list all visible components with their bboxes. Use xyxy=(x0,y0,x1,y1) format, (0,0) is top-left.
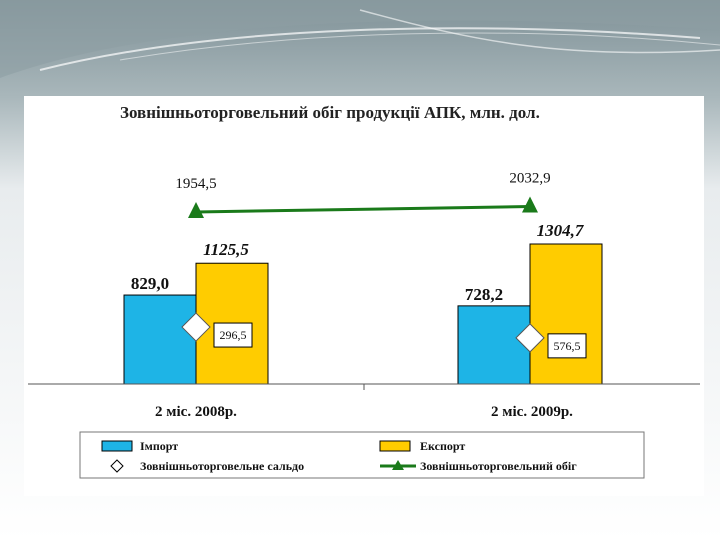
label-import-1: 728,2 xyxy=(465,285,503,304)
legend-swatch-export xyxy=(379,440,411,452)
legend-swatch-import xyxy=(101,440,133,452)
label-export-1: 1304,7 xyxy=(537,221,585,240)
balance-label-box-1 xyxy=(547,333,587,359)
category-label-0: 2 міс. 2008р. xyxy=(155,404,237,420)
label-import-0: 829,0 xyxy=(131,274,169,293)
legend-triangle-icon xyxy=(392,460,404,470)
turnover-marker-0 xyxy=(188,202,204,218)
legend: Імпорт Експорт Зовнішньоторговельне саль… xyxy=(79,431,645,479)
legend-label-turnover: Зовнішньоторговельний обіг xyxy=(420,459,577,473)
bars-layer xyxy=(123,243,603,385)
label-export-0: 1125,5 xyxy=(203,240,249,259)
label-turnover-0: 1954,5 xyxy=(175,176,216,192)
turnover-line xyxy=(195,205,531,214)
balance-marker-1 xyxy=(515,323,545,353)
label-balance-0: 296,5 xyxy=(220,328,247,342)
balance-marker-0 xyxy=(181,312,211,342)
legend-label-import: Імпорт xyxy=(140,439,178,453)
chart: Зовнішньоторговельний обіг продукції АПК… xyxy=(28,103,700,479)
legend-frame xyxy=(79,431,645,479)
turnover-marker-1 xyxy=(522,196,538,213)
legend-label-export: Експорт xyxy=(420,439,465,453)
bar-import-1 xyxy=(457,305,531,385)
legend-diamond-icon xyxy=(110,459,124,473)
label-turnover-1: 2032,9 xyxy=(509,171,550,187)
label-balance-1: 576,5 xyxy=(554,339,581,353)
bar-export-1 xyxy=(529,243,603,385)
labels-layer: 829,0 1125,5 296,5 1954,5 728,2 1304,7 576,5 20… xyxy=(131,171,587,359)
chart-title: Зовнішньоторговельний обіг продукції АПК… xyxy=(120,103,540,122)
balance-label-box-0 xyxy=(213,322,253,348)
legend-label-balance: Зовнішньоторговельне сальдо xyxy=(140,459,304,473)
bar-import-0 xyxy=(123,294,197,385)
category-label-1: 2 міс. 2009р. xyxy=(491,404,573,420)
